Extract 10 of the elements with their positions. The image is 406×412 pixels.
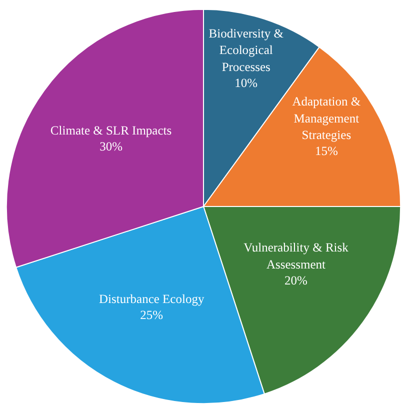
slice-label: Disturbance Ecology: [99, 292, 205, 306]
slice-label: Vulnerability & Risk Assessment: [244, 240, 350, 272]
slice-label: Climate & SLR Impacts: [50, 124, 172, 138]
slice-label: Biodiversity & Ecological Processes: [208, 26, 284, 74]
data-label: 25%: [140, 308, 164, 322]
data-label: 30%: [100, 140, 122, 154]
data-label: 10%: [234, 76, 258, 90]
data-label: 20%: [284, 273, 308, 288]
slice-label: Adaptation & Management Strategies: [292, 94, 361, 142]
data-label: 15%: [314, 144, 338, 158]
